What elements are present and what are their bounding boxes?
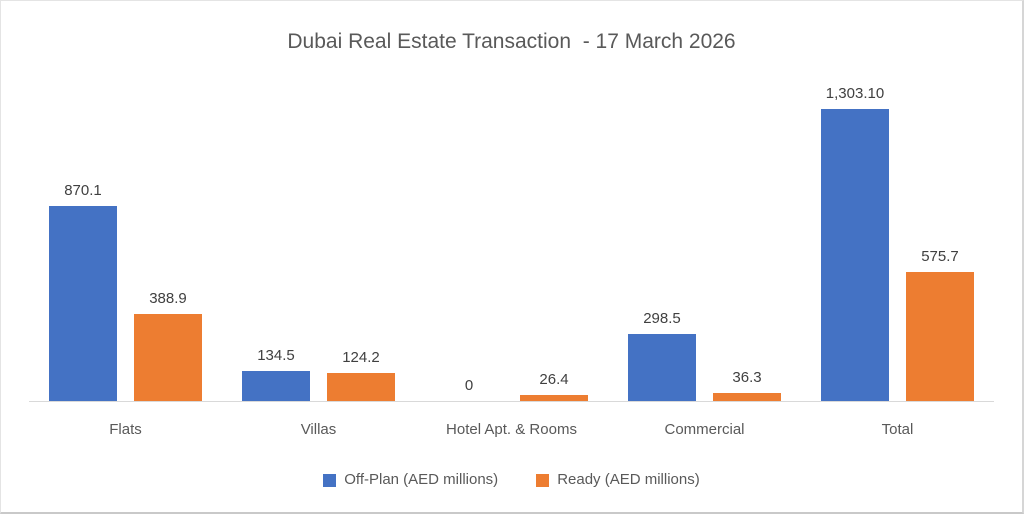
legend-label-ready: Ready (AED millions)	[557, 471, 700, 488]
bar-ready-total	[906, 272, 974, 401]
bar-group-total: 1,303.10 575.7	[801, 84, 994, 401]
bar-label-offplan-villas: 134.5	[257, 347, 295, 364]
x-axis-label-commercial: Commercial	[664, 421, 745, 438]
legend-swatch-ready-icon	[536, 473, 550, 487]
bar-label-offplan-hotel: 0	[464, 377, 474, 394]
bar-label-ready-villas: 124.2	[342, 349, 380, 366]
legend-item-offplan: Off-Plan (AED millions)	[323, 470, 498, 490]
bar-label-offplan-flats: 870.1	[64, 182, 102, 199]
bar-wrap: 0	[435, 376, 503, 401]
bar-wrap: 388.9	[134, 289, 202, 401]
bar-group-commercial: 298.5 36.3	[608, 309, 801, 401]
bar-group-flats: 870.1 388.9	[29, 181, 222, 401]
legend-swatch-offplan-icon	[323, 473, 337, 487]
bar-group-villas: 134.5 124.2	[222, 346, 415, 401]
bar-label-ready-flats: 388.9	[149, 290, 187, 307]
legend-label-offplan: Off-Plan (AED millions)	[344, 471, 499, 488]
x-axis-labels: Flats Villas Hotel Apt. & Rooms Commerci…	[29, 402, 994, 440]
bar-wrap: 575.7	[906, 247, 974, 401]
x-axis-label-villas: Villas	[300, 421, 337, 438]
bar-label-ready-total: 575.7	[921, 248, 959, 265]
legend: Off-Plan (AED millions) Ready (AED milli…	[1, 470, 1022, 490]
bar-wrap: 134.5	[242, 346, 310, 401]
bar-wrap: 1,303.10	[821, 84, 889, 401]
bar-offplan-total	[821, 109, 889, 401]
plot-area: 870.1 388.9 134.5 124.2 0	[29, 57, 994, 402]
bar-label-offplan-commercial: 298.5	[643, 310, 681, 327]
bar-ready-flats	[134, 314, 202, 401]
bar-label-offplan-total: 1,303.10	[825, 85, 885, 102]
bar-offplan-flats	[49, 206, 117, 401]
bar-wrap: 298.5	[628, 309, 696, 401]
bar-wrap: 124.2	[327, 348, 395, 401]
bar-wrap: 36.3	[713, 368, 781, 401]
bar-wrap: 870.1	[49, 181, 117, 401]
bar-group-hotel: 0 26.4	[415, 370, 608, 401]
bar-label-ready-commercial: 36.3	[732, 369, 762, 386]
bar-ready-villas	[327, 373, 395, 401]
legend-item-ready: Ready (AED millions)	[536, 470, 700, 490]
chart-title: Dubai Real Estate Transaction - 17 March…	[287, 30, 736, 53]
x-axis-label-flats: Flats	[109, 421, 142, 438]
bar-offplan-commercial	[628, 334, 696, 401]
bar-label-ready-hotel: 26.4	[539, 371, 569, 388]
bar-wrap: 26.4	[520, 370, 588, 401]
bar-offplan-villas	[242, 371, 310, 401]
x-axis-label-total: Total	[881, 421, 914, 438]
x-axis-label-hotel: Hotel Apt. & Rooms	[446, 421, 577, 438]
bar-ready-hotel	[520, 395, 588, 401]
bar-ready-commercial	[713, 393, 781, 401]
